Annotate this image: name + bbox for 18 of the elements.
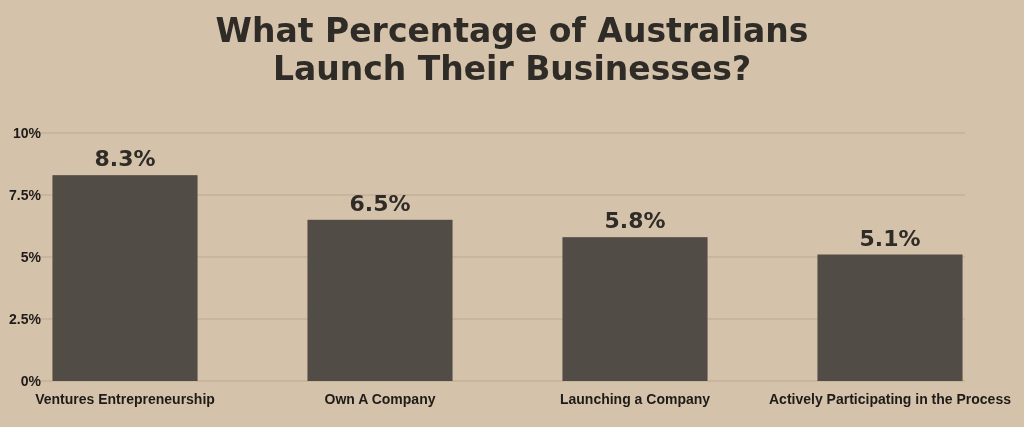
x-tick-label: Ventures Entrepreneurship	[35, 391, 215, 407]
bar	[52, 175, 198, 381]
y-tick-label: 2.5%	[9, 310, 42, 327]
data-label: 8.3%	[94, 146, 156, 172]
x-tick-label: Launching a Company	[559, 391, 711, 407]
data-label: 5.8%	[604, 208, 666, 234]
bar	[817, 254, 963, 381]
data-label: 6.5%	[349, 190, 411, 216]
y-tick-label: 5%	[20, 248, 42, 265]
bar	[307, 219, 453, 381]
x-tick-label: Actively Participating in the Process	[769, 391, 1012, 407]
y-tick-label: 7.5%	[9, 186, 42, 203]
y-tick-label: 0%	[20, 372, 42, 389]
chart-title: What Percentage of Australians Launch Their Businesses?	[215, 11, 809, 88]
data-label: 5.1%	[859, 225, 921, 251]
x-tick-label: Own A Company	[324, 391, 436, 407]
y-tick-label: 10%	[12, 124, 42, 141]
bar	[562, 237, 708, 381]
